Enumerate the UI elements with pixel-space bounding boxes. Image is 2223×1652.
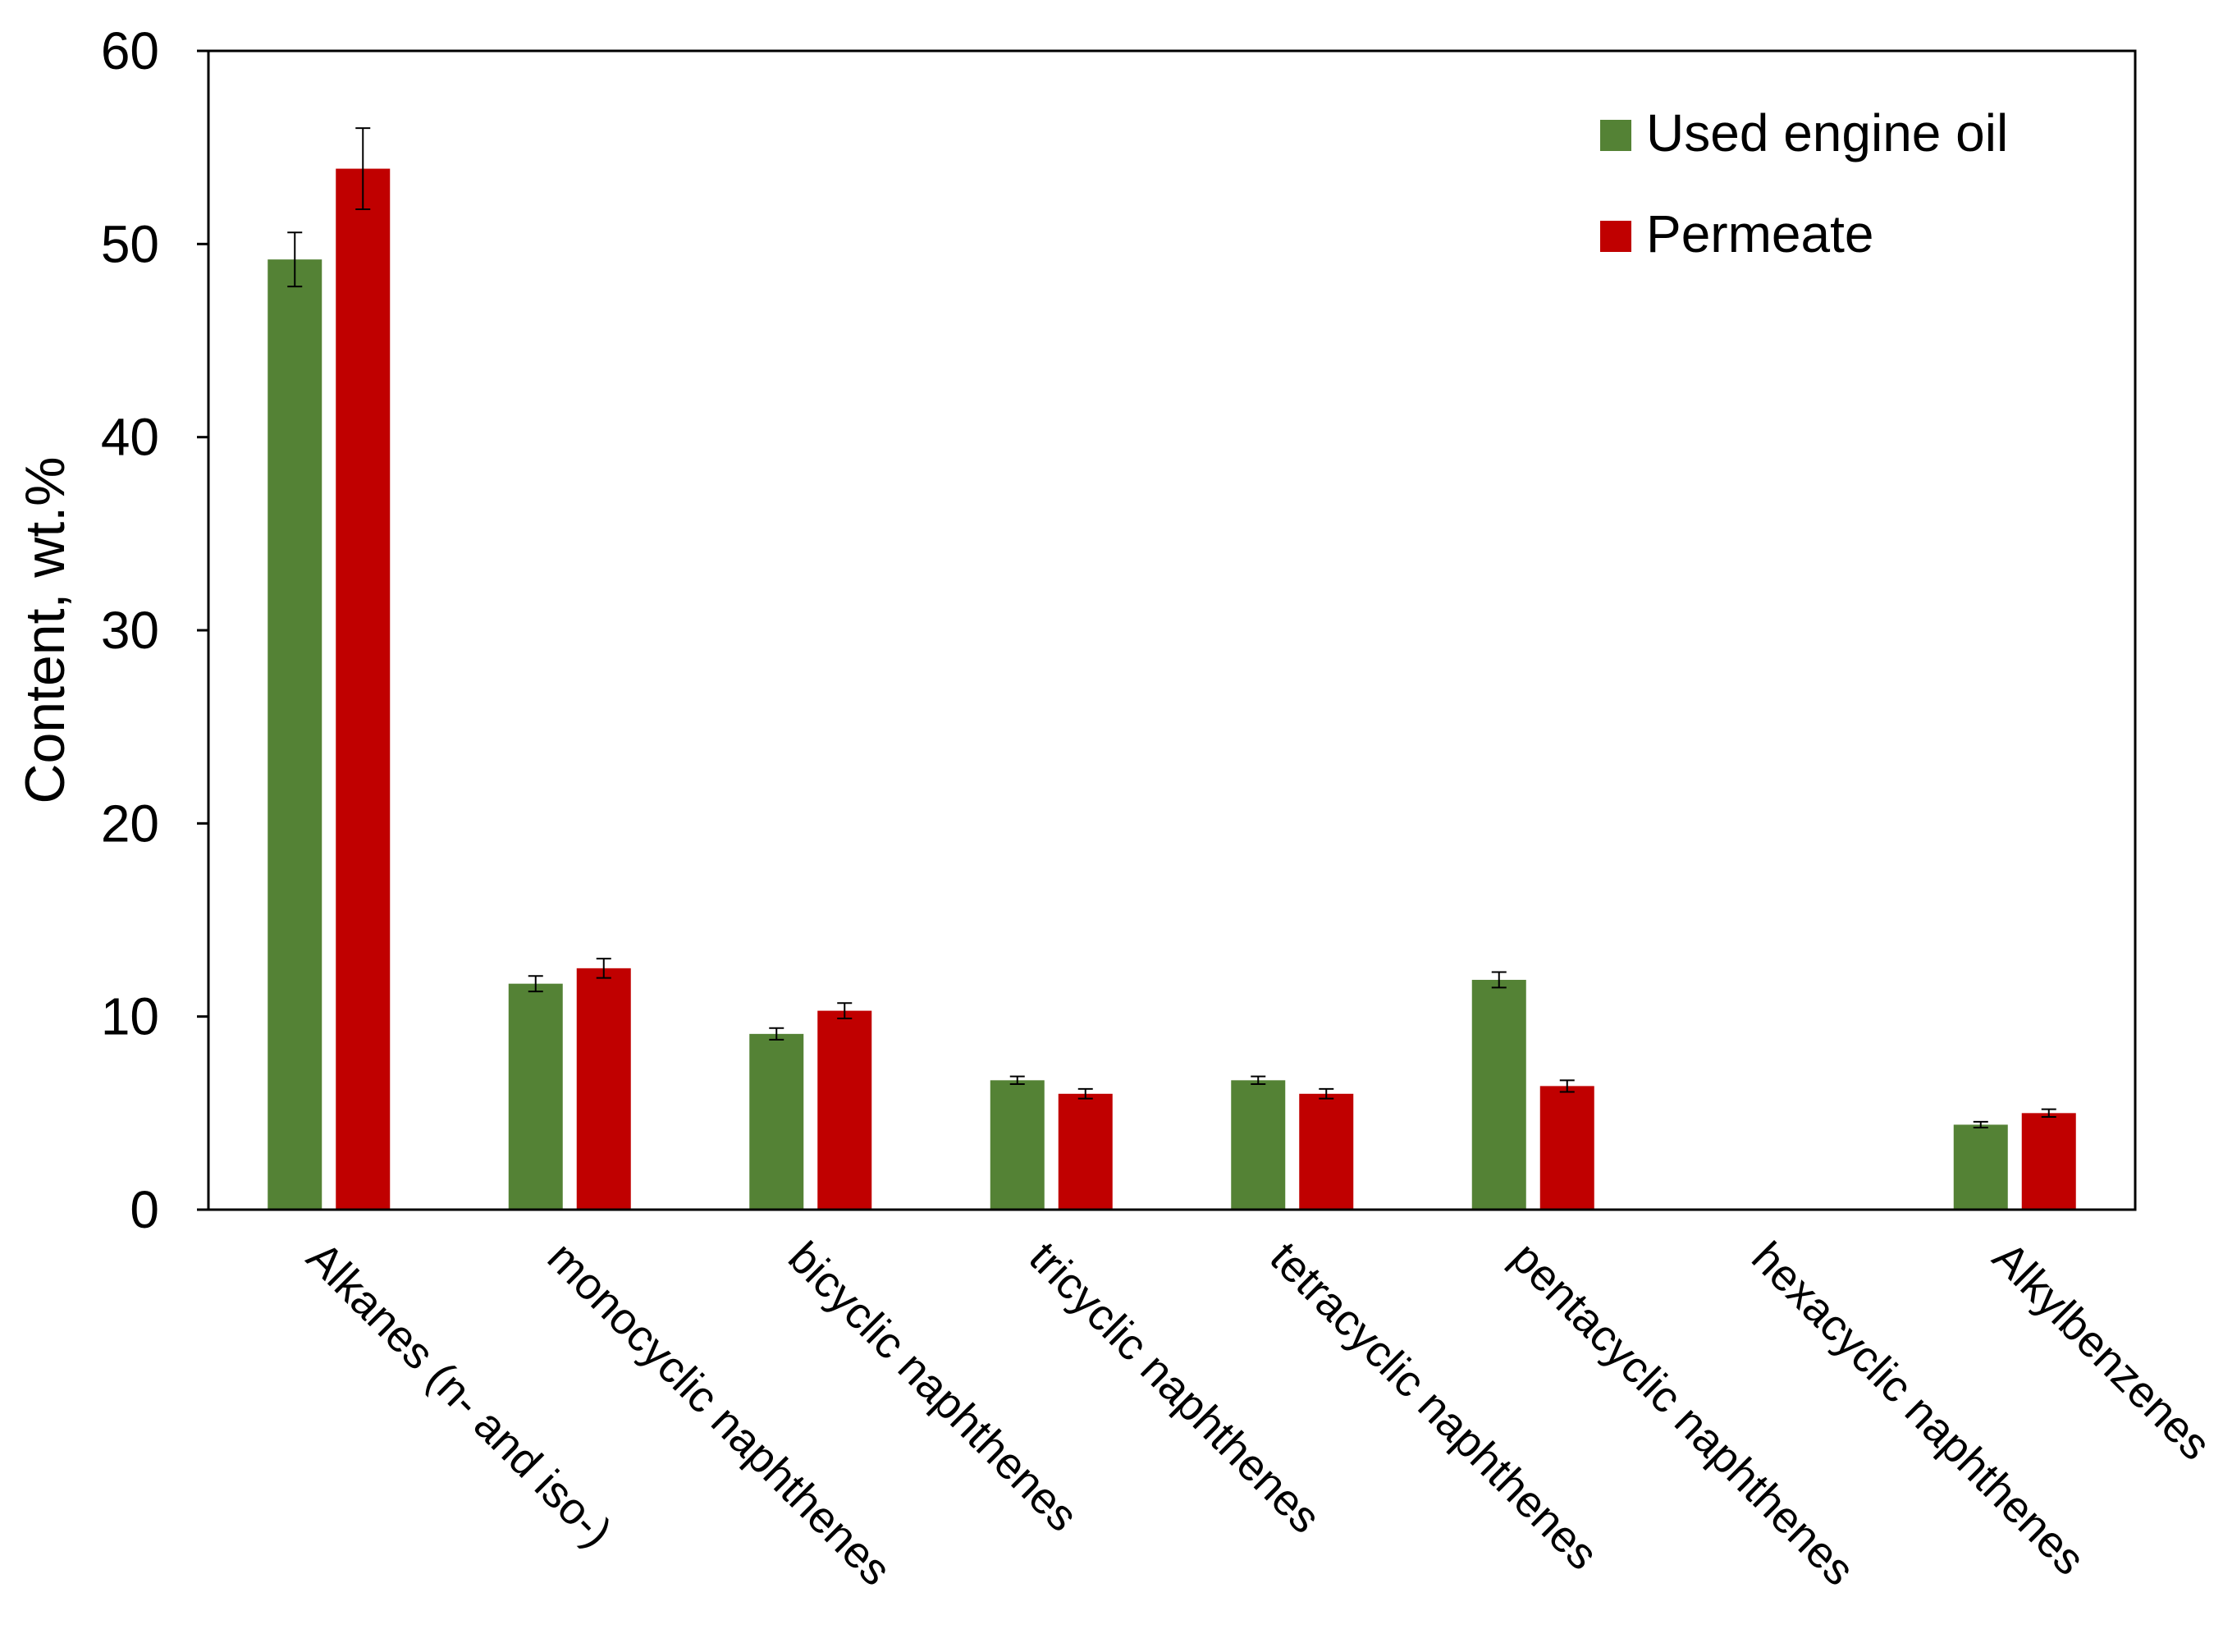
bar-permeate [1539,1086,1594,1210]
y-tick-label: 60 [101,21,159,80]
bar-used-engine-oil [990,1080,1045,1210]
y-tick-label: 30 [101,601,159,660]
bar-permeate [817,1010,872,1210]
legend-swatch [1600,120,1631,151]
error-bars-group [287,127,2056,1128]
y-tick-label: 50 [101,214,159,273]
y-tick-label: 0 [130,1180,159,1239]
bars-group [268,168,2076,1210]
legend: Used engine oil Permeate [1600,103,2008,263]
bar-permeate [576,968,631,1210]
legend-swatch [1600,221,1631,252]
bar-used-engine-oil [1471,979,1526,1210]
bar-used-engine-oil [508,983,563,1210]
bar-permeate [2021,1113,2076,1210]
y-axis-ticks: 0 10 20 30 40 50 60 [101,21,208,1239]
y-axis-title: Content, wt.% [14,456,76,803]
bar-used-engine-oil [1953,1124,2008,1210]
y-tick-label: 10 [101,987,159,1046]
bar-used-engine-oil [1231,1080,1286,1210]
bar-used-engine-oil [268,259,322,1210]
y-tick-label: 40 [101,408,159,467]
legend-label: Permeate [1646,204,1873,263]
bar-permeate [1299,1093,1354,1210]
bar-permeate [1058,1093,1113,1210]
bar-permeate [336,168,391,1210]
legend-label: Used engine oil [1646,103,2008,162]
bar-used-engine-oil [749,1033,804,1210]
y-tick-label: 20 [101,794,159,853]
plot-area-frame [207,49,2137,1211]
